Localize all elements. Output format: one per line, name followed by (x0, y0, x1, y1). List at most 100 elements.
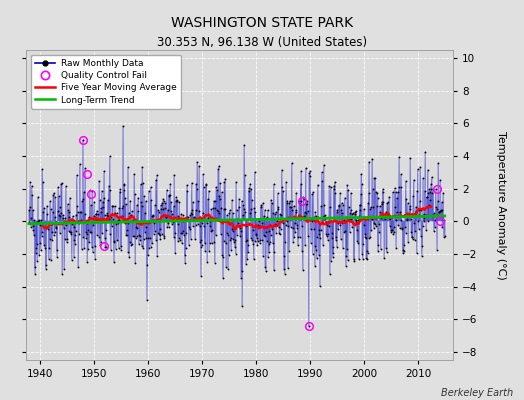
Point (217, 204, 225, 211)
Point (158, 200, 167, 206)
Point (385, 193, 394, 200)
Point (331, 190, 340, 196)
Point (72, 172, 81, 178)
Point (356, 202, 364, 208)
Point (425, 186, 433, 192)
Point (407, 216, 415, 222)
Point (71, 241, 80, 247)
Point (348, 210, 356, 217)
Point (243, 237, 251, 243)
Point (120, 186, 128, 193)
Point (73, 208, 82, 215)
Point (350, 258, 358, 264)
Point (324, 237, 332, 244)
Point (387, 227, 396, 233)
Point (333, 244, 341, 250)
Point (376, 203, 384, 209)
Point (302, 201, 310, 207)
Point (163, 206, 172, 213)
Point (78, 198, 86, 205)
Point (366, 205, 374, 212)
Point (297, 198, 305, 204)
Point (408, 234, 417, 240)
Point (218, 252, 226, 258)
Point (54, 184, 62, 190)
Point (144, 252, 152, 258)
Point (81, 228, 90, 235)
Point (329, 244, 337, 251)
Point (193, 186, 201, 192)
Point (100, 168, 108, 174)
Point (158, 206, 167, 212)
Point (325, 182, 334, 189)
Point (315, 227, 324, 233)
Point (324, 219, 333, 226)
Point (312, 213, 320, 219)
Point (203, 220, 211, 226)
Point (342, 214, 351, 220)
Point (290, 203, 298, 209)
Point (303, 198, 311, 204)
Point (239, 212, 247, 218)
Point (331, 179, 339, 185)
Point (173, 198, 181, 204)
Point (134, 208, 142, 214)
Point (259, 252, 267, 259)
Point (273, 221, 281, 227)
Point (166, 180, 174, 187)
Point (86, 229, 95, 235)
Point (211, 205, 220, 211)
Point (263, 238, 271, 244)
Point (107, 214, 115, 220)
Point (102, 244, 110, 250)
Point (184, 214, 192, 220)
Point (420, 211, 428, 218)
Point (317, 203, 325, 209)
Point (375, 221, 384, 227)
Point (319, 162, 328, 168)
Point (310, 226, 318, 232)
Point (232, 251, 240, 257)
Point (221, 176, 230, 182)
Point (140, 192, 148, 199)
Point (174, 235, 183, 241)
Point (215, 210, 223, 216)
Point (372, 223, 380, 229)
Point (380, 255, 388, 261)
Point (428, 190, 436, 196)
Point (227, 226, 236, 232)
Point (68, 256, 76, 263)
Point (292, 190, 301, 196)
Point (389, 189, 397, 195)
Point (136, 237, 145, 244)
Point (215, 192, 224, 199)
Point (174, 221, 183, 227)
Point (293, 242, 302, 248)
Point (250, 169, 259, 175)
Point (270, 248, 279, 255)
Point (207, 205, 215, 212)
Point (149, 231, 158, 237)
Point (231, 244, 239, 250)
Point (156, 232, 164, 238)
Point (267, 197, 276, 203)
Point (115, 204, 124, 211)
Point (374, 242, 383, 248)
Point (361, 231, 369, 237)
Point (249, 240, 257, 247)
Point (416, 164, 424, 170)
Point (396, 209, 404, 215)
Point (104, 212, 112, 219)
Point (382, 244, 390, 251)
Point (337, 207, 345, 213)
Point (388, 214, 396, 220)
Point (227, 247, 235, 253)
Point (110, 238, 118, 244)
Point (392, 217, 401, 223)
Point (374, 195, 382, 201)
Point (146, 184, 155, 190)
Point (319, 242, 328, 248)
Point (130, 171, 138, 177)
Point (83, 258, 92, 265)
Point (278, 216, 287, 223)
